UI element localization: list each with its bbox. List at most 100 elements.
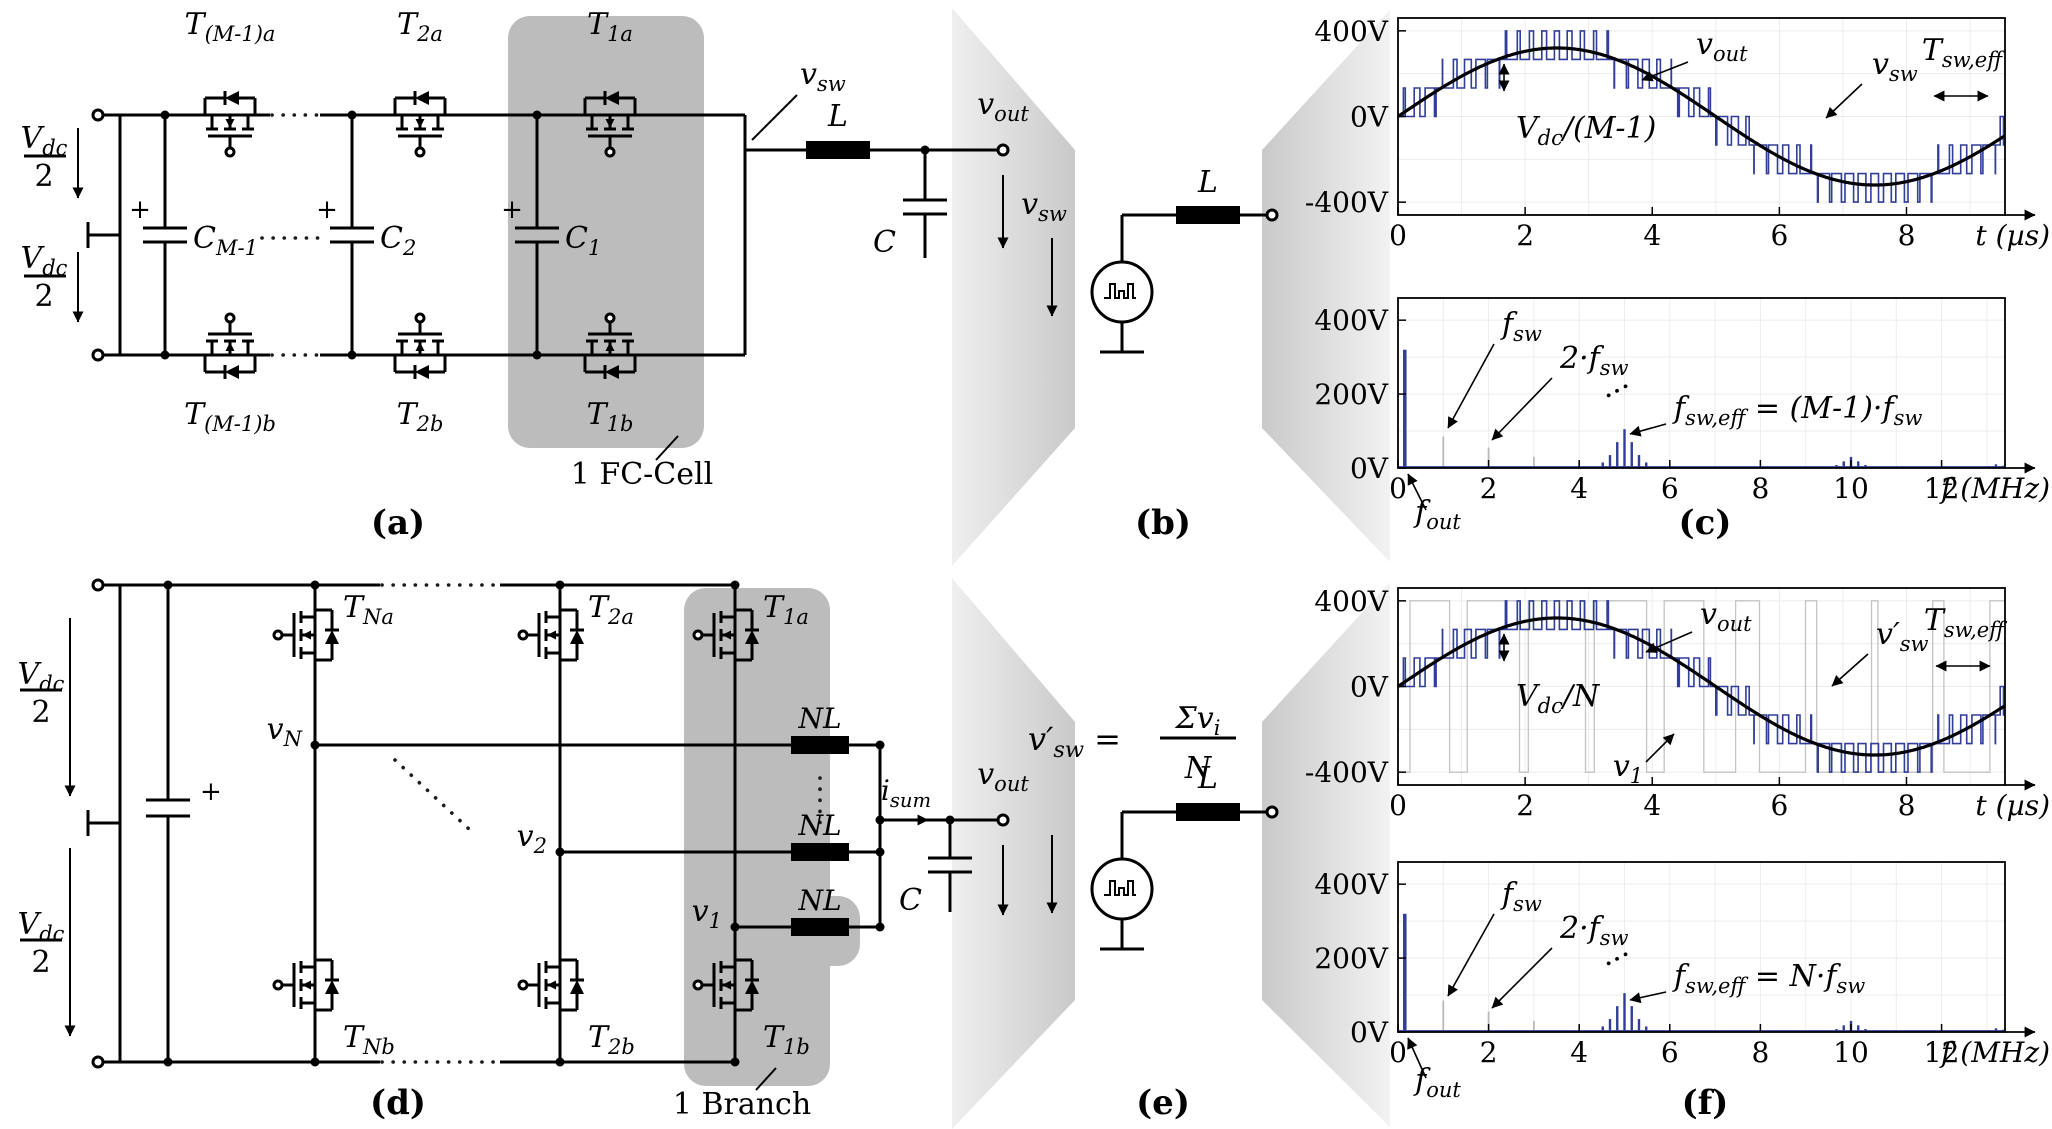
x-tick-label: 12 — [1924, 1036, 1960, 1069]
dc-terminal-bottom — [91, 348, 105, 362]
x-tick-label: 6 — [1661, 1036, 1679, 1069]
label-nl-n: NL — [797, 702, 841, 735]
annotation-4: fout — [1413, 1063, 1461, 1102]
y-tick-label: 400V — [1314, 15, 1388, 48]
label-cap-out-a: C — [873, 225, 896, 260]
annotation-leader — [1491, 947, 1553, 1009]
label-cap-2: C2 — [380, 221, 416, 260]
annotation-0: fsw — [1500, 307, 1542, 346]
dc-terminal-bottom-d — [91, 1055, 105, 1069]
label-v1: v1 — [692, 894, 722, 933]
annotation-leader — [1629, 423, 1667, 437]
annotation-leader — [1447, 913, 1495, 997]
grid — [1397, 862, 2005, 1033]
formula-denominator: N — [1184, 751, 1213, 786]
vdc-den-bot: 2 — [34, 279, 53, 314]
x-tick-label: 10 — [1833, 1036, 1869, 1069]
annotation-0: vout — [1696, 27, 1748, 66]
branch-inductor-1 — [791, 918, 849, 936]
x-tick-label: 12 — [1924, 472, 1960, 505]
label-cap-1: C1 — [565, 221, 601, 260]
mosfet-t-2b-d — [517, 948, 586, 1022]
label-t-m1a: T(M-1)a — [185, 7, 276, 46]
x-tick-label: 8 — [1751, 1036, 1769, 1069]
y-tick-label: 0V — [1350, 101, 1389, 134]
x-tick-label: 8 — [1898, 789, 1916, 822]
x-tick-label: 2 — [1480, 472, 1498, 505]
y-tick-label: 400V — [1314, 304, 1388, 337]
cap-plus-1: + — [129, 195, 151, 225]
caption-b: (b) — [1135, 503, 1191, 543]
x-tick-label: 6 — [1770, 789, 1788, 822]
inductor-b — [1176, 206, 1240, 224]
annotation-3: fsw,eff = (M-1)·fsw — [1672, 391, 1922, 430]
label-t-nb: TNb — [343, 1020, 395, 1059]
label-branch: 1 Branch — [673, 1087, 811, 1122]
cap-plus-2: + — [316, 195, 338, 225]
inductor-e — [1176, 803, 1240, 821]
formula-lhs: v′sw = — [1028, 720, 1121, 763]
plot-box — [1397, 297, 2006, 469]
cap-plus-d: + — [200, 777, 222, 807]
annotation-leader — [1645, 733, 1675, 763]
pwm-source-glyph-e — [1104, 880, 1136, 896]
label-t-1b: T1b — [587, 397, 634, 436]
grid — [1397, 298, 2005, 469]
wiring-d — [20, 583, 998, 1064]
x-axis-label: f (MHz) — [1939, 1036, 2050, 1069]
x-axis-label: t (µs) — [1975, 219, 2050, 252]
terminal-e — [1265, 805, 1279, 819]
x-tick-label: 0 — [1389, 472, 1407, 505]
caption-e: (e) — [1136, 1083, 1190, 1123]
vdc-num-top: Vdc — [21, 121, 68, 160]
y-tick-label: 200V — [1314, 378, 1388, 411]
x-axis-label: t (µs) — [1975, 789, 2050, 822]
caption-a: (a) — [371, 503, 425, 543]
wedge-d-to-e — [952, 578, 1075, 1129]
label-vsw-a: vsw — [800, 57, 846, 96]
x-tick-label: 4 — [1643, 789, 1661, 822]
annotation-3: fsw,eff = N·fsw — [1672, 959, 1865, 998]
annotation-4: v1 — [1613, 749, 1643, 788]
vdc-num-bot-d: Vdc — [18, 907, 65, 946]
branch-highlight-inductor — [684, 896, 860, 966]
vdc-num-bot: Vdc — [21, 241, 68, 280]
junction-dots-d — [163, 580, 955, 1067]
cap-plus-3: + — [501, 195, 523, 225]
label-t-na: TNa — [343, 590, 394, 629]
annotation-2: Tsw,eff — [1922, 33, 2005, 72]
panel-b-equivalent: vsw L (b) — [1021, 165, 1279, 543]
annotation-leader — [1831, 653, 1869, 687]
formula-numerator: Σvi — [1175, 701, 1221, 740]
branch-inductor-n — [791, 736, 849, 754]
label-t-2b-d: T2b — [588, 1020, 635, 1059]
label-v2: v2 — [517, 819, 547, 858]
x-tick-label: 10 — [1833, 472, 1869, 505]
mosfet-t-2b — [383, 312, 457, 381]
x-tick-label: 2 — [1480, 1036, 1498, 1069]
y-tick-label: 0V — [1350, 1016, 1389, 1049]
ellipsis-dots-a — [260, 113, 324, 357]
terminal-b — [1265, 208, 1279, 222]
label-t-2a-d: T2a — [588, 590, 634, 629]
vsw-leader — [751, 94, 798, 141]
pwm-source-glyph — [1104, 283, 1136, 299]
branch-leader — [755, 1067, 777, 1091]
annotation-leader — [1491, 377, 1553, 441]
label-vsw-b: vsw — [1021, 187, 1067, 226]
y-tick-label: 400V — [1314, 585, 1388, 618]
label-nl-1: NL — [797, 884, 841, 917]
label-inductor-b: L — [1197, 165, 1218, 200]
plot-box — [1397, 861, 2006, 1033]
label-inductor-e: L — [1197, 761, 1218, 796]
label-t-1a: T1a — [587, 7, 633, 46]
vdc-den-top: 2 — [34, 159, 53, 194]
mosfet-t-2a — [383, 89, 457, 158]
label-fc-cell: 1 FC-Cell — [571, 457, 713, 492]
mosfet-t-m1a — [193, 89, 267, 158]
wedge-a-to-b — [952, 8, 1075, 566]
wiring-e — [1100, 736, 1267, 951]
vdc-den-top-d: 2 — [31, 695, 50, 730]
